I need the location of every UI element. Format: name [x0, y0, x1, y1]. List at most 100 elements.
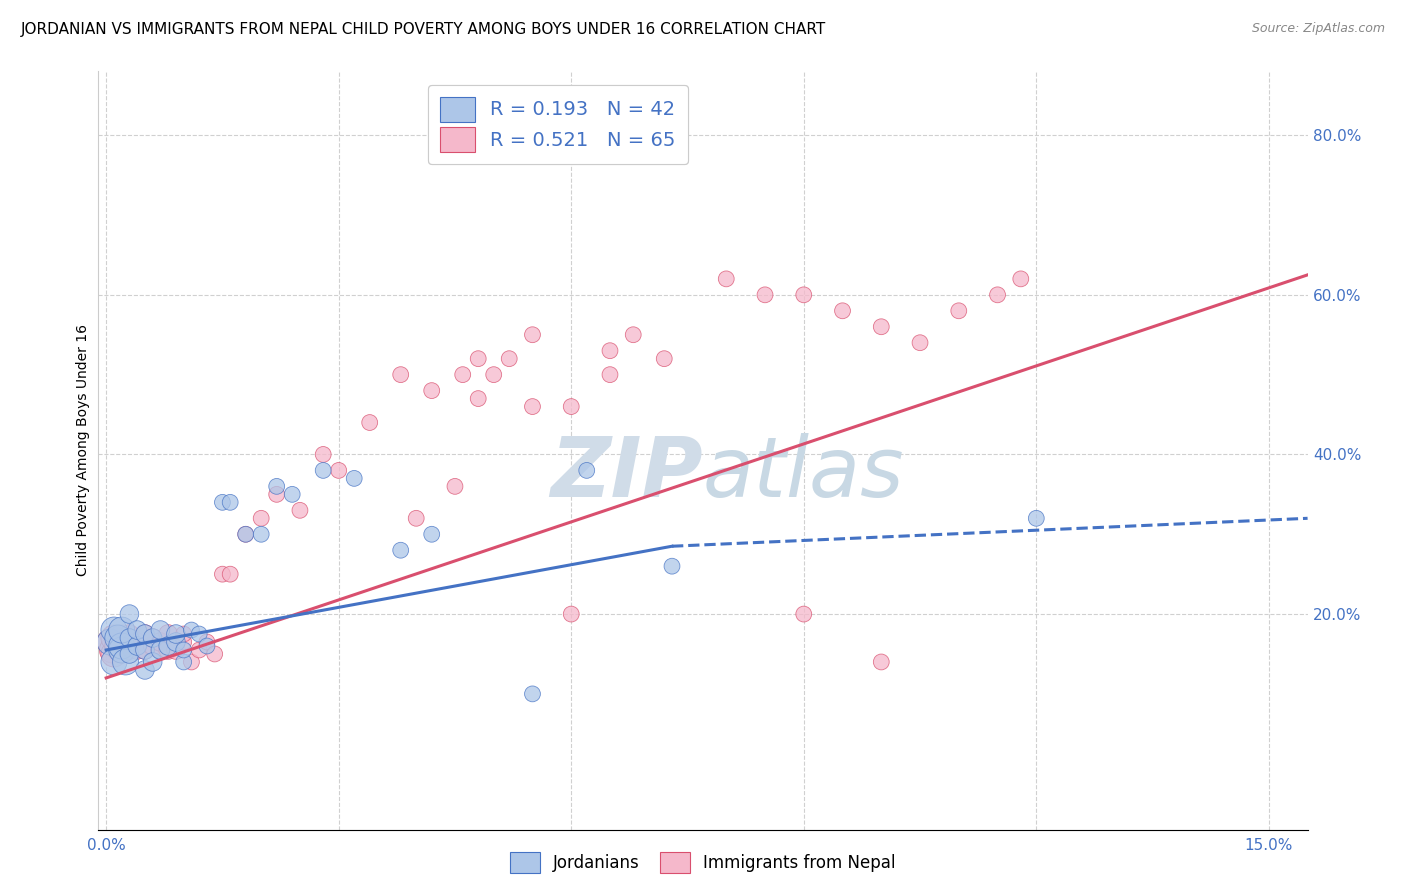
Point	[793, 607, 815, 621]
Point	[173, 643, 195, 657]
Point	[142, 639, 165, 653]
Point	[111, 631, 134, 645]
Point	[870, 319, 893, 334]
Point	[498, 351, 520, 366]
Point	[188, 643, 211, 657]
Point	[343, 471, 366, 485]
Point	[195, 639, 218, 653]
Point	[328, 463, 350, 477]
Point	[288, 503, 311, 517]
Point	[149, 643, 172, 657]
Point	[111, 643, 134, 657]
Point	[219, 567, 242, 582]
Text: atlas: atlas	[703, 433, 904, 514]
Point	[312, 447, 335, 461]
Point	[522, 687, 544, 701]
Point	[157, 627, 180, 641]
Point	[173, 635, 195, 649]
Point	[111, 643, 134, 657]
Point	[948, 303, 970, 318]
Point	[444, 479, 467, 493]
Point	[467, 392, 489, 406]
Point	[165, 627, 187, 641]
Point	[522, 400, 544, 414]
Point	[103, 623, 125, 637]
Point	[389, 543, 412, 558]
Point	[157, 639, 180, 653]
Point	[111, 623, 134, 637]
Point	[98, 635, 121, 649]
Point	[754, 288, 776, 302]
Point	[118, 647, 141, 661]
Point	[118, 643, 141, 657]
Point	[127, 635, 149, 649]
Point	[211, 495, 233, 509]
Point	[101, 643, 124, 657]
Point	[621, 327, 644, 342]
Point	[482, 368, 505, 382]
Point	[204, 647, 226, 661]
Point	[389, 368, 412, 382]
Y-axis label: Child Poverty Among Boys Under 16: Child Poverty Among Boys Under 16	[76, 325, 90, 576]
Point	[157, 643, 180, 657]
Point	[127, 639, 149, 653]
Point	[235, 527, 257, 541]
Point	[420, 527, 443, 541]
Point	[180, 623, 202, 637]
Point	[118, 627, 141, 641]
Point	[522, 327, 544, 342]
Point	[211, 567, 233, 582]
Point	[312, 463, 335, 477]
Point	[165, 635, 187, 649]
Point	[118, 631, 141, 645]
Point	[103, 631, 125, 645]
Point	[180, 655, 202, 669]
Point	[467, 351, 489, 366]
Point	[250, 527, 273, 541]
Point	[793, 288, 815, 302]
Point	[134, 643, 156, 657]
Point	[149, 643, 172, 657]
Point	[142, 631, 165, 645]
Point	[134, 663, 156, 677]
Point	[103, 655, 125, 669]
Point	[114, 655, 136, 669]
Point	[235, 527, 257, 541]
Point	[281, 487, 304, 501]
Point	[195, 635, 218, 649]
Point	[451, 368, 474, 382]
Point	[405, 511, 427, 525]
Point	[118, 607, 141, 621]
Text: Source: ZipAtlas.com: Source: ZipAtlas.com	[1251, 22, 1385, 36]
Point	[111, 639, 134, 653]
Point	[266, 487, 288, 501]
Point	[986, 288, 1008, 302]
Point	[149, 623, 172, 637]
Point	[652, 351, 675, 366]
Point	[560, 400, 582, 414]
Point	[111, 635, 134, 649]
Point	[118, 639, 141, 653]
Point	[661, 559, 683, 574]
Point	[107, 639, 129, 653]
Point	[134, 627, 156, 641]
Point	[103, 647, 125, 661]
Point	[219, 495, 242, 509]
Point	[142, 655, 165, 669]
Point	[831, 303, 853, 318]
Point	[173, 627, 195, 641]
Point	[250, 511, 273, 525]
Point	[575, 463, 598, 477]
Point	[107, 631, 129, 645]
Point	[188, 627, 211, 641]
Point	[908, 335, 931, 350]
Point	[134, 627, 156, 641]
Point	[560, 607, 582, 621]
Point	[716, 272, 738, 286]
Point	[420, 384, 443, 398]
Point	[149, 635, 172, 649]
Point	[599, 368, 621, 382]
Point	[142, 631, 165, 645]
Point	[127, 623, 149, 637]
Point	[359, 416, 381, 430]
